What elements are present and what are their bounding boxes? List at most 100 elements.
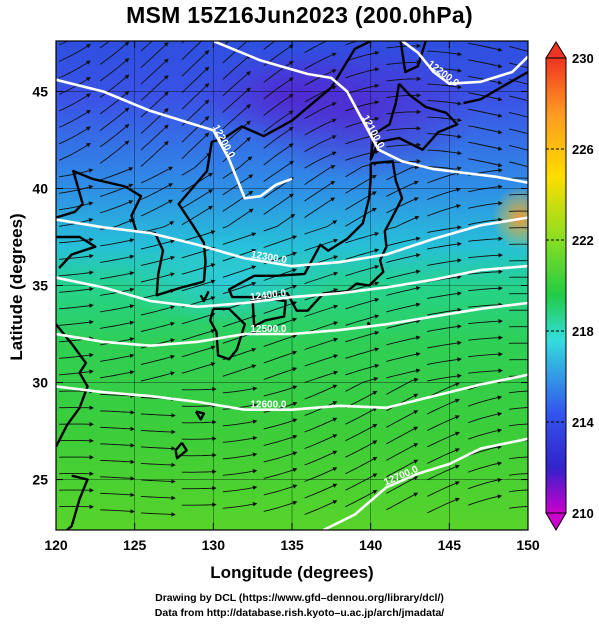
streamline	[508, 62, 528, 69]
streamline	[468, 395, 503, 407]
streamline	[468, 158, 503, 168]
streamline	[345, 116, 380, 128]
streamline	[222, 501, 258, 509]
streamline	[263, 367, 298, 380]
streamline	[468, 461, 503, 473]
streamline	[140, 199, 174, 217]
streamline	[427, 373, 462, 382]
y-tick-label: 35	[32, 278, 48, 294]
streamline	[468, 351, 503, 358]
contour-label: 12600.0	[250, 400, 287, 411]
streamline	[181, 362, 216, 374]
streamline	[140, 166, 174, 184]
streamlines-layer	[58, 41, 528, 517]
streamline	[509, 177, 528, 179]
streamline	[509, 210, 528, 212]
streamline	[140, 255, 176, 266]
streamline	[427, 431, 460, 448]
height-contour	[56, 264, 528, 309]
streamline	[427, 324, 462, 332]
streamline	[59, 369, 94, 376]
streamline	[140, 321, 176, 332]
coastline	[199, 290, 210, 303]
streamline	[468, 59, 503, 69]
streamline	[100, 393, 135, 399]
streamline	[140, 446, 176, 451]
streamline	[427, 481, 460, 497]
streamline	[509, 407, 528, 410]
streamline	[304, 69, 337, 86]
streamline	[263, 500, 298, 512]
streamline	[468, 411, 503, 424]
streamline	[468, 236, 503, 242]
streamline	[468, 335, 503, 341]
streamline	[58, 126, 91, 145]
streamline	[345, 297, 380, 310]
streamline	[100, 304, 135, 313]
streamline	[140, 305, 176, 316]
streamline	[181, 436, 217, 441]
streamline	[304, 41, 328, 53]
streamline	[59, 185, 94, 194]
streamline	[427, 187, 461, 200]
streamline	[345, 314, 380, 326]
streamline	[508, 144, 528, 151]
streamline	[509, 473, 528, 476]
streamline	[386, 43, 422, 49]
streamline	[263, 401, 298, 413]
streamline	[427, 307, 462, 316]
streamline	[222, 120, 251, 146]
streamline	[386, 459, 419, 478]
streamline	[468, 141, 503, 151]
height-contour	[56, 373, 528, 411]
streamline	[427, 166, 462, 171]
y-tick-label: 30	[32, 375, 48, 391]
streamline	[427, 415, 460, 431]
height-contour	[401, 41, 528, 85]
streamline	[509, 326, 528, 328]
streamline	[427, 258, 462, 266]
streamline	[386, 393, 419, 412]
streamline	[140, 354, 176, 365]
streamline	[222, 419, 258, 427]
streamline	[222, 190, 254, 212]
streamline	[58, 76, 91, 95]
streamline	[222, 468, 258, 476]
streamline	[181, 263, 216, 275]
streamline	[263, 41, 276, 50]
streamline	[58, 109, 91, 128]
gridlines-layer	[56, 41, 528, 530]
x-tick-label: 150	[516, 537, 540, 553]
streamline	[140, 41, 169, 68]
streamline	[304, 384, 338, 400]
streamline	[140, 140, 169, 167]
streamline	[140, 91, 169, 118]
coastline	[463, 70, 528, 105]
streamline	[140, 371, 176, 382]
streamline	[263, 213, 296, 232]
streamline	[345, 67, 380, 79]
streamline	[222, 452, 258, 460]
coastline	[56, 169, 205, 297]
streamline	[304, 304, 339, 317]
streamline	[386, 377, 419, 395]
coastline	[227, 160, 404, 312]
streamline	[427, 225, 462, 233]
streamline	[508, 95, 528, 102]
streamline	[386, 302, 421, 313]
streamline	[386, 180, 419, 197]
streamline	[100, 370, 135, 379]
streamline	[304, 52, 337, 70]
streamline	[99, 74, 130, 98]
streamline	[345, 83, 380, 95]
streamline	[222, 41, 230, 47]
streamline	[59, 319, 94, 326]
streamline	[304, 151, 337, 169]
streamline	[99, 90, 130, 115]
streamline	[468, 286, 503, 292]
streamline	[263, 350, 298, 364]
streamline	[304, 370, 339, 383]
streamline	[263, 434, 298, 446]
streamline	[59, 253, 94, 260]
